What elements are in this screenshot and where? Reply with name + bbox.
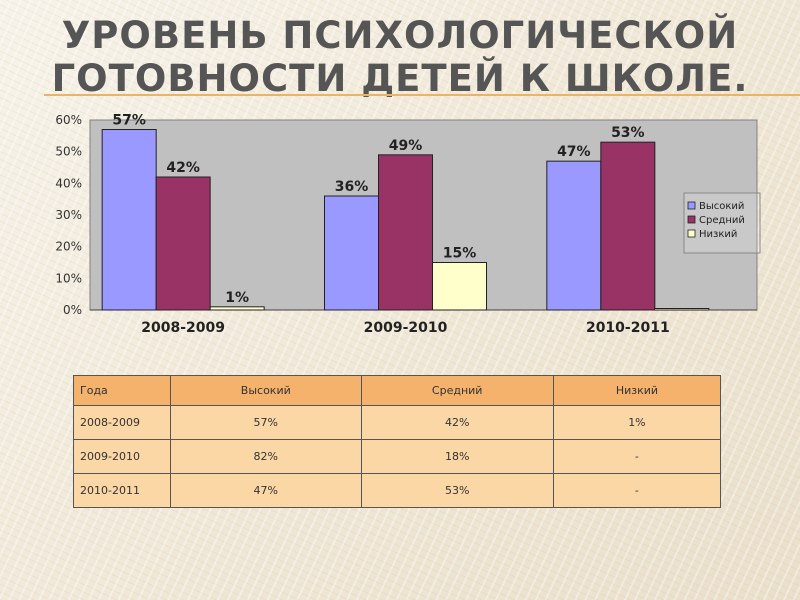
table-cell: 1% — [552, 405, 722, 440]
y-tick-label: 0% — [63, 303, 82, 317]
table-cell: - — [552, 439, 722, 474]
legend-swatch — [687, 201, 696, 210]
legend-label: Средний — [699, 215, 745, 226]
data-label: 57% — [112, 113, 146, 129]
slide-title-line-1: УРОВЕНЬ ПСИХОЛОГИЧЕСКОЙ — [61, 14, 739, 57]
slide-title: УРОВЕНЬ ПСИХОЛОГИЧЕСКОЙ ГОТОВНОСТИ ДЕТЕЙ… — [44, 14, 756, 100]
legend-box — [683, 192, 761, 254]
data-label: 1% — [225, 290, 249, 306]
table-cell: 2009-2010 — [73, 439, 171, 474]
bar — [209, 306, 265, 311]
bar — [101, 129, 157, 311]
y-tick-label: 20% — [55, 240, 82, 254]
slide-title-line-2: ГОТОВНОСТИ ДЕТЕЙ К ШКОЛЕ. — [51, 57, 749, 100]
x-tick-label: 2008-2009 — [141, 320, 225, 336]
y-tick-label: 10% — [55, 271, 82, 285]
bar-chart: 0% 10% 20% 30% 40% 50% 60% 57% 42% 1% 2008-2009 36%… — [30, 108, 770, 344]
table-header-cell: Средний — [360, 375, 554, 406]
title-divider — [44, 94, 800, 96]
bar — [155, 176, 211, 311]
results-table: Года Высокий Средний Низкий 2008-2009 57… — [73, 375, 722, 508]
bar — [378, 154, 433, 311]
legend-label: Высокий — [699, 201, 744, 212]
table-header-cell: Года — [73, 375, 171, 406]
data-label: 53% — [611, 125, 645, 141]
y-tick-label: 30% — [55, 208, 82, 222]
bar — [654, 308, 710, 311]
table-cell: - — [552, 473, 722, 508]
y-tick-label: 50% — [55, 145, 82, 159]
table-row: 2009-2010 82% 18% - — [73, 439, 722, 474]
bar-chart-svg: 0% 10% 20% 30% 40% 50% 60% 57% 42% 1%2008-2009 36%… — [55, 113, 761, 336]
table-header-row: Года Высокий Средний Низкий — [73, 375, 722, 406]
table-cell: 82% — [170, 439, 362, 474]
legend-label: Низкий — [699, 229, 737, 240]
bar — [546, 160, 602, 311]
table-header-cell: Высокий — [170, 375, 362, 406]
table-cell: 57% — [170, 405, 362, 440]
legend-swatch — [687, 215, 696, 224]
x-tick-label: 2009-2010 — [364, 320, 448, 336]
data-label: 36% — [335, 179, 369, 195]
bar — [324, 195, 379, 311]
data-label: 49% — [389, 138, 423, 154]
table-cell: 2010-2011 — [73, 473, 171, 508]
table-cell: 18% — [360, 439, 554, 474]
table-row: 2010-2011 47% 53% - — [73, 473, 722, 508]
y-tick-label: 60% — [55, 113, 82, 127]
table-cell: 47% — [170, 473, 362, 508]
data-label: 42% — [166, 160, 200, 176]
bar — [600, 141, 656, 311]
data-label: 15% — [443, 246, 477, 262]
table-cell: 2008-2009 — [73, 405, 171, 440]
y-tick-label: 40% — [55, 176, 82, 190]
data-label: 47% — [557, 144, 591, 160]
table-header-cell: Низкий — [552, 375, 722, 406]
bar — [432, 262, 487, 311]
table-cell: 53% — [360, 473, 554, 508]
x-tick-label: 2010-2011 — [586, 320, 670, 336]
table-row: 2008-2009 57% 42% 1% — [73, 405, 722, 440]
table-cell: 42% — [360, 405, 554, 440]
legend-swatch — [687, 229, 696, 238]
